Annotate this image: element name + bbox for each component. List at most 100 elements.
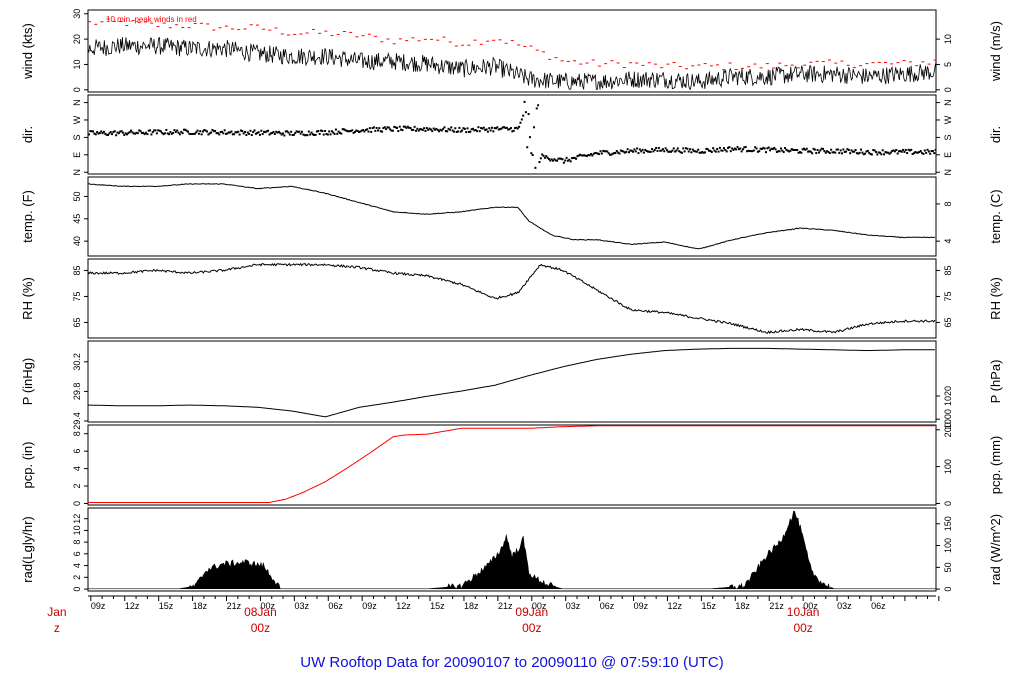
direction-point [149,129,152,132]
direction-point [625,150,628,153]
left-tick-label: 2 [72,575,82,580]
direction-point [356,129,359,132]
direction-point [709,149,712,152]
direction-point [651,148,654,151]
left-tick-label: 0 [72,501,82,506]
hour-label: 12z [668,601,683,611]
direction-point [573,156,576,159]
direction-point [165,128,168,131]
direction-point [933,152,936,155]
direction-point [902,148,905,151]
direction-point [887,151,890,154]
left-tick-label: 85 [72,265,82,275]
direction-point [645,150,648,153]
direction-point [568,158,571,161]
direction-point [382,127,385,130]
right-tick-label: 65 [943,317,953,327]
direction-point [737,148,740,151]
plot-area [88,510,936,590]
direction-point [828,152,831,155]
direction-point [419,128,422,131]
direction-point [260,129,263,132]
panel-frame [87,94,937,175]
direction-point [425,127,428,130]
direction-point [480,127,483,130]
direction-point [298,130,301,133]
direction-point [911,152,914,155]
direction-point [397,130,400,133]
direction-point [604,150,607,153]
direction-point [225,132,228,135]
direction-point [796,149,799,152]
direction-point [550,158,553,161]
direction-point [351,129,354,132]
right-axis-label: pcp. (mm) [988,436,1003,495]
direction-point [402,125,405,128]
direction-point [594,151,597,154]
direction-point [339,131,342,134]
direction-point [242,132,245,135]
direction-point [138,129,141,132]
direction-point [571,157,574,160]
direction-point [492,130,495,133]
panel-4: 29.4 29.8 30.2 1000 1020 P (inHg) P (hPa) [20,340,1003,430]
direction-point [824,151,827,154]
direction-point [147,129,150,132]
direction-point [931,150,934,153]
direction-point [404,125,407,128]
direction-point [446,130,449,133]
direction-point [280,133,283,136]
direction-point [317,129,320,132]
direction-point [912,152,915,155]
direction-point [282,132,285,135]
panel-frame [87,424,937,506]
direction-point [611,152,614,155]
direction-point [606,150,609,153]
right-axis-label: rad (W/m^2) [988,514,1003,585]
direction-point [686,147,689,150]
direction-point [385,128,388,131]
direction-point [881,149,884,152]
direction-point [159,130,162,133]
direction-point [413,125,416,128]
direction-point [919,150,922,153]
direction-point [706,148,709,151]
direction-point [807,150,810,153]
direction-point [910,148,913,151]
direction-point [784,147,787,150]
direction-point [390,129,393,132]
direction-point [393,125,396,128]
direction-point [322,133,325,136]
direction-point [751,150,754,153]
direction-point [263,130,266,133]
radiation-area [88,510,936,590]
direction-point [587,153,590,156]
direction-point [665,149,668,152]
direction-point [245,133,248,136]
series-line [88,183,935,250]
direction-point [163,132,166,135]
direction-point [105,133,108,136]
left-tick-label: 65 [72,317,82,327]
left-tick-label: 0 [72,587,82,592]
left-axis-label: RH (%) [20,277,35,320]
direction-point [866,149,869,152]
direction-point [493,127,496,130]
direction-point [158,129,161,132]
direction-point [119,130,122,133]
direction-point [378,127,381,130]
direction-point [173,129,176,132]
direction-point [876,153,879,156]
direction-point [925,151,928,154]
direction-point [104,132,107,135]
direction-point [747,149,750,152]
direction-point [253,129,256,132]
direction-point [106,133,109,136]
direction-point [554,159,557,162]
hour-label: 09z [91,601,106,611]
direction-point [306,134,309,137]
direction-point [398,125,401,128]
direction-point [813,148,816,151]
direction-point [432,127,435,130]
direction-point [309,133,312,136]
